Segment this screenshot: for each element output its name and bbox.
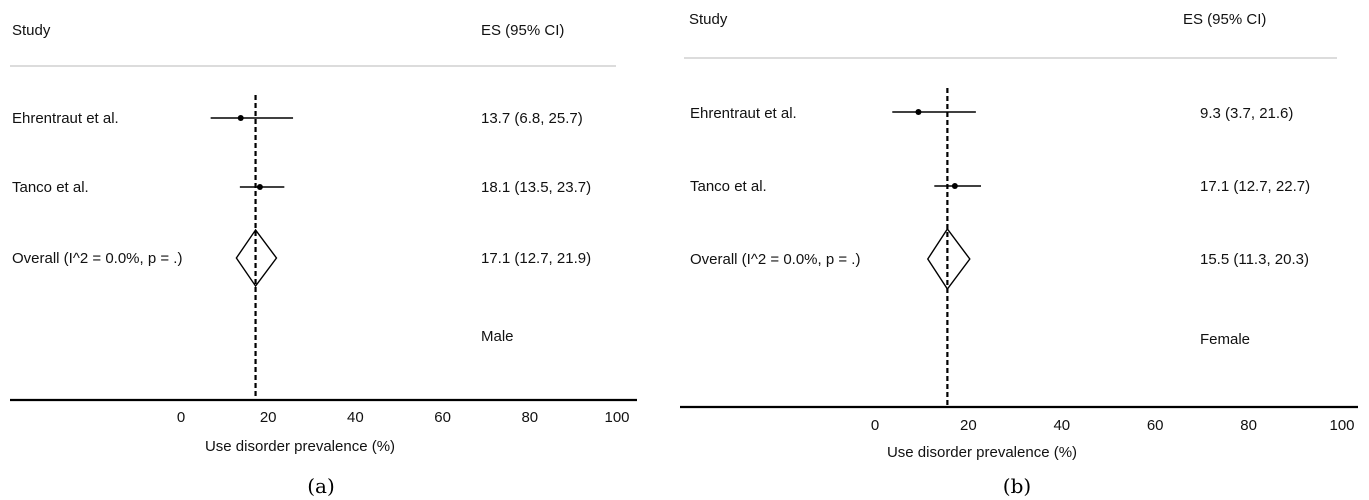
- study-label-2: Tanco et al.: [690, 178, 767, 195]
- x-tick-label: 100: [604, 409, 629, 426]
- forest-marks: [892, 88, 982, 407]
- overall-label: Overall (I^2 = 0.0%, p = .): [12, 250, 182, 267]
- x-tick-label: 60: [1147, 417, 1164, 434]
- study-es-1: 9.3 (3.7, 21.6): [1200, 105, 1293, 122]
- overall-diamond: [926, 227, 971, 291]
- header-es: ES (95% CI): [481, 22, 564, 39]
- subgroup-label: Female: [1200, 331, 1250, 348]
- x-tick-label: 40: [1053, 417, 1070, 434]
- overall-es: 17.1 (12.7, 21.9): [481, 250, 591, 267]
- panel-label-b: (b): [1003, 474, 1031, 498]
- x-tick-label: 20: [960, 417, 977, 434]
- x-tick-label: 60: [434, 409, 451, 426]
- x-tick-label: 20: [260, 409, 277, 426]
- x-tick-label: 80: [1240, 417, 1257, 434]
- study-label-1: Ehrentraut et al.: [12, 110, 119, 127]
- forest-marks: [210, 95, 294, 400]
- header-es: ES (95% CI): [1183, 11, 1266, 28]
- x-axis-label: Use disorder prevalence (%): [205, 438, 395, 455]
- overall-diamond: [235, 228, 278, 288]
- overall-label: Overall (I^2 = 0.0%, p = .): [690, 251, 860, 268]
- study-point: [256, 184, 263, 190]
- panel-a: Study ES (95% CI) Ehrentraut et al. 13.7…: [10, 22, 637, 498]
- subgroup-label: Male: [481, 328, 514, 345]
- panel-b: Study ES (95% CI) Ehrentraut et al. 9.3 …: [680, 11, 1358, 498]
- x-axis-ticks: 0 20 40 60 80 100: [871, 417, 1355, 434]
- x-axis-ticks: 0 20 40 60 80 100: [177, 409, 630, 426]
- study-es-2: 18.1 (13.5, 23.7): [481, 179, 591, 196]
- x-axis-label: Use disorder prevalence (%): [887, 444, 1077, 461]
- x-tick-label: 80: [521, 409, 538, 426]
- study-label-2: Tanco et al.: [12, 179, 89, 196]
- study-point: [237, 115, 244, 121]
- header-study: Study: [12, 22, 51, 39]
- study-point: [951, 183, 958, 189]
- panel-label-a: (a): [307, 474, 335, 498]
- x-tick-label: 0: [871, 417, 879, 434]
- x-tick-label: 0: [177, 409, 185, 426]
- study-es-1: 13.7 (6.8, 25.7): [481, 110, 583, 127]
- header-study: Study: [689, 11, 728, 28]
- study-point: [915, 109, 922, 115]
- x-tick-label: 100: [1329, 417, 1354, 434]
- study-es-2: 17.1 (12.7, 22.7): [1200, 178, 1310, 195]
- x-tick-label: 40: [347, 409, 364, 426]
- overall-es: 15.5 (11.3, 20.3): [1200, 251, 1309, 268]
- study-label-1: Ehrentraut et al.: [690, 105, 797, 122]
